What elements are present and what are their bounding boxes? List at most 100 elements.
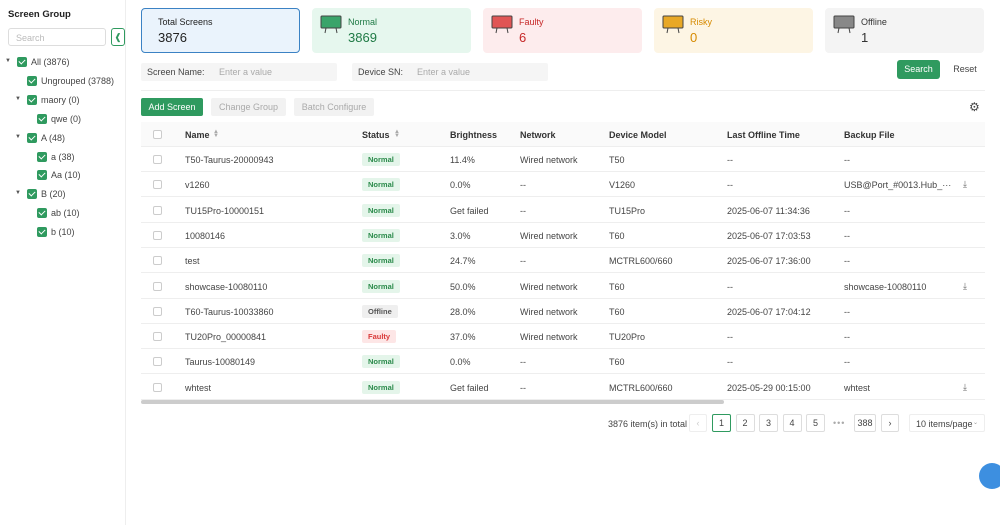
table-cell: -- [520,256,526,267]
filter-field[interactable]: Device SN: Enter a value [352,63,548,81]
column-header: Device Model [609,130,667,140]
row-checkbox[interactable] [153,357,162,367]
tree-label[interactable]: Ungrouped (3788) [41,75,115,86]
next-button[interactable]: › [881,414,899,432]
table-row [141,324,985,350]
table-cell: showcase-10080110 [185,281,268,292]
download-icon[interactable]: ⤓ [963,179,967,190]
table-row [141,349,985,375]
row-checkbox[interactable] [153,180,162,190]
table-cell: V1260 [609,180,636,191]
tree-checkbox[interactable] [37,113,47,124]
status-card[interactable]: Total Screens 3876 [141,8,300,53]
table-cell: test [185,256,200,267]
tree-checkbox[interactable] [37,227,47,238]
row-checkbox[interactable] [153,256,162,266]
status-card[interactable]: Risky 0 [654,8,813,53]
row-checkbox[interactable] [153,382,162,392]
status-card[interactable]: Faulty 6 [483,8,642,53]
support-button[interactable] [979,463,1000,489]
filter-field[interactable]: Screen Name: Enter a value [141,63,337,81]
page-size-label: 10 items/page [916,419,973,429]
tree-checkbox[interactable] [37,208,47,219]
table-cell: -- [727,180,733,191]
table-cell: -- [844,357,850,368]
prev-button[interactable]: ‹ [689,414,707,432]
row-checkbox[interactable] [153,306,162,316]
page-size-select[interactable]: 10 items/page ⌄ [909,414,985,432]
tree-label[interactable]: qwe (0) [51,113,82,124]
table-cell: -- [727,332,733,343]
search-box[interactable]: Search [8,28,106,46]
row-checkbox[interactable] [153,205,162,215]
table-row [141,274,985,299]
status-card[interactable]: Normal 3869 [312,8,471,53]
table-cell: USB@Port_#0013.Hub_··· [844,180,952,191]
page-button[interactable]: 388 [854,414,876,432]
search-button[interactable]: Search [897,60,940,79]
collapse-button[interactable]: ❰ [111,28,125,46]
change-group-button[interactable]: Change Group [211,98,286,116]
table-cell: -- [844,332,850,343]
tree-checkbox[interactable] [37,151,47,162]
page-button[interactable]: 5 [806,414,825,432]
status-tag: Normal [362,279,400,293]
row-checkbox[interactable] [153,155,162,164]
tree-label[interactable]: maory (0) [41,94,80,105]
search-placeholder: Search [16,33,45,43]
expand-arrow[interactable]: ▼ [15,133,21,140]
tree-checkbox[interactable] [37,170,47,181]
sort-icon[interactable]: ▲ ▼ [394,129,400,139]
tree-checkbox[interactable] [27,75,37,86]
status-card[interactable]: Offline 1 [825,8,984,53]
table-cell: -- [727,281,733,292]
tree-label[interactable]: a (38) [51,151,75,162]
page-button[interactable]: 1 [712,414,731,432]
select-all-checkbox[interactable] [153,130,162,139]
status-tag: Normal [362,203,400,217]
table-row [141,147,985,172]
tree-label[interactable]: Aa (10) [51,170,81,181]
page-button[interactable]: 4 [782,414,802,432]
table-cell: 2025-05-29 00:15:00 [727,382,811,393]
tree-checkbox[interactable] [27,94,37,105]
filter-placeholder: Enter a value [219,67,273,77]
download-icon[interactable]: ⤓ [963,280,967,291]
column-header[interactable]: Status [362,130,390,140]
reset-button[interactable]: Reset [953,64,977,74]
tree-label[interactable]: b (10) [51,227,75,238]
table-cell: T60 [609,357,625,368]
status-tag: Faulty [362,330,397,344]
tree-checkbox[interactable] [27,132,37,143]
row-checkbox[interactable] [153,332,162,342]
expand-arrow[interactable]: ▼ [15,190,21,197]
table-cell: 2025-06-07 17:03:53 [727,230,811,241]
table-cell: 2025-06-07 17:04:12 [727,306,811,317]
page-button[interactable]: 3 [759,414,778,432]
row-checkbox[interactable] [153,230,162,240]
status-tag: Normal [362,178,400,192]
card-label: Total Screens [158,17,213,27]
page-button[interactable]: 2 [735,414,755,432]
card-value: 6 [519,30,527,45]
table-cell: 28.0% [450,306,476,317]
settings-icon[interactable]: ⚙ [969,100,980,114]
card-label: Offline [861,17,887,27]
table-cell: whtest [844,382,871,393]
column-header[interactable]: Name [185,130,210,140]
expand-arrow[interactable]: ▼ [5,58,11,64]
expand-arrow[interactable]: ▼ [15,95,21,102]
batch-configure-button[interactable]: Batch Configure [294,98,374,116]
tree-label[interactable]: B (20) [41,189,66,200]
table-cell: whtest [185,382,212,393]
tree-label[interactable]: All (3876) [31,57,70,67]
tree-label[interactable]: ab (10) [51,208,80,219]
tree-checkbox[interactable] [17,57,27,67]
row-checkbox[interactable] [153,281,162,291]
tree-label[interactable]: A (48) [41,132,66,143]
tree-checkbox[interactable] [27,189,37,200]
download-icon[interactable]: ⤓ [963,381,967,392]
add-screen-button[interactable]: Add Screen [141,98,203,116]
sort-icon[interactable]: ▲ ▼ [213,129,219,139]
